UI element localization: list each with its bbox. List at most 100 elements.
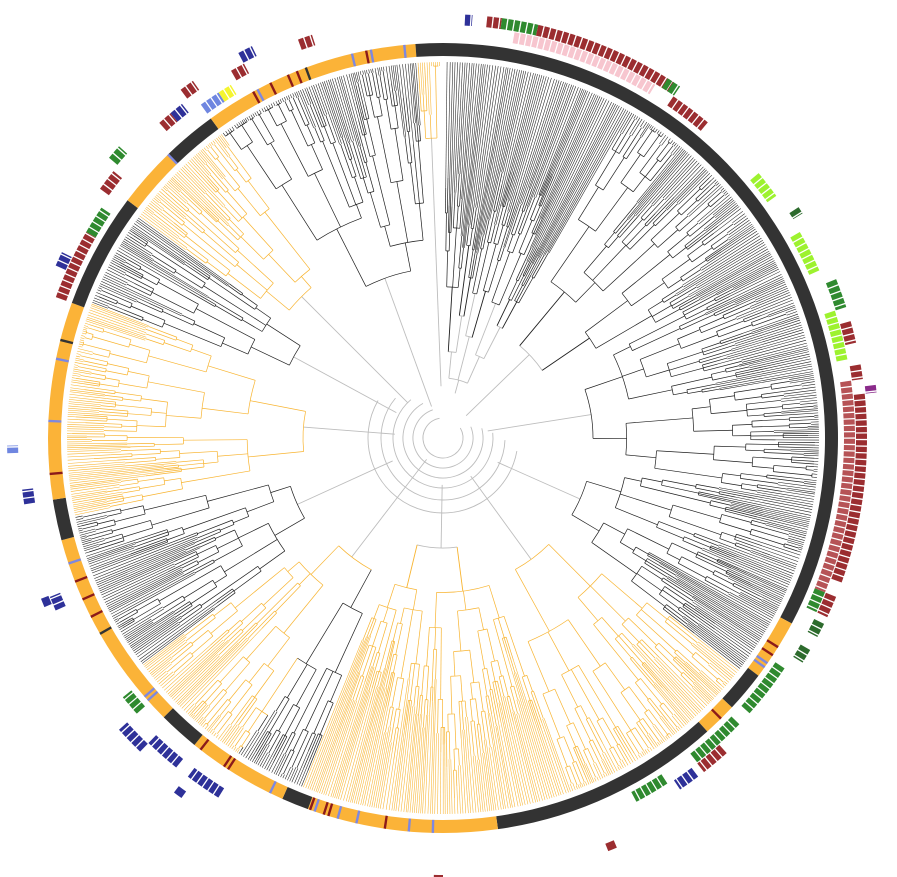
branch-stem (163, 342, 191, 353)
annotation-tick (840, 387, 853, 394)
branch-stem (100, 400, 116, 403)
branch-arc (691, 652, 696, 657)
branch-stem (561, 674, 579, 708)
branch-stem (181, 603, 201, 618)
tip-branch (495, 72, 534, 225)
tip-branch (164, 651, 208, 691)
tip-branch (521, 81, 564, 205)
branch-stem (264, 211, 311, 270)
branch-stem (540, 172, 551, 196)
branch-stem (517, 206, 529, 234)
annotation-tick (854, 472, 866, 479)
tip-branch (726, 334, 805, 358)
tip-branch (135, 221, 228, 287)
branch-stem (426, 627, 430, 667)
tip-branch (152, 662, 171, 678)
branch-stem (789, 419, 804, 422)
branch-stem (446, 250, 448, 287)
branch-arc (734, 542, 737, 546)
branch-stem (643, 135, 660, 158)
tip-branch (243, 731, 260, 757)
tip-branch (457, 765, 461, 814)
branch-stem (470, 249, 476, 278)
branch-stem (359, 644, 370, 673)
branch-stem (215, 529, 235, 539)
branch-stem (106, 398, 123, 401)
tip-branch (71, 379, 84, 383)
branch-stem (683, 604, 705, 620)
tip-branch (788, 535, 805, 541)
branch-stem (630, 730, 644, 751)
branch-stem (497, 618, 505, 638)
tip-branch (69, 466, 164, 478)
branch-stem (615, 727, 632, 754)
branch-stem (669, 360, 700, 371)
branch-stem (721, 514, 752, 523)
tip-branch (700, 260, 775, 301)
branch-stem (175, 271, 203, 289)
tip-branch (467, 716, 477, 813)
branch-stem (540, 176, 555, 207)
branch-stem (445, 212, 447, 251)
annotation-tick (682, 771, 693, 784)
tip-branch (362, 696, 387, 806)
tip-branch (513, 74, 541, 172)
branch-stem (283, 584, 324, 634)
tip-branch (112, 258, 120, 263)
tip-branch (462, 63, 480, 237)
annotation-tick (789, 207, 802, 218)
tip-branch (322, 81, 342, 139)
tip-branch (392, 65, 397, 91)
annotation-tick (806, 605, 818, 613)
tip-branch (80, 337, 85, 340)
branch-stem (158, 281, 199, 305)
tip-branch (373, 726, 390, 808)
tip-branch (110, 262, 118, 267)
branch-arc (182, 595, 186, 601)
tip-branch (372, 68, 374, 73)
tip-branch (348, 73, 357, 103)
branch-stem (377, 672, 382, 687)
annotation-tick (768, 667, 781, 678)
annotation-tick (61, 252, 72, 259)
branch-arc (720, 473, 723, 483)
branch-arc (508, 298, 512, 301)
annotation-tick (250, 46, 257, 57)
tip-branch (207, 144, 211, 148)
annotation-tick (855, 453, 867, 459)
branch-arc (113, 519, 116, 525)
tip-branch (71, 490, 107, 497)
tip-branch (145, 208, 154, 215)
tip-branch (246, 117, 250, 121)
branch-stem (491, 689, 498, 717)
root-branch (351, 459, 427, 558)
branch-arc (751, 457, 754, 467)
branch-arc (522, 675, 528, 678)
branch-arc (490, 660, 498, 663)
annotation-tick (543, 39, 552, 52)
annotation-tick (793, 655, 804, 663)
branch-arc (693, 533, 696, 537)
branch-arc (531, 276, 535, 279)
tip-branch (67, 428, 104, 430)
tip-branch (110, 576, 183, 615)
annotation-tick (525, 34, 533, 47)
tip-branch (602, 742, 618, 772)
annotation-tick (672, 100, 683, 113)
branch-arc (682, 311, 687, 320)
tip-branch (675, 240, 763, 295)
tip-branch (628, 760, 631, 764)
branch-stem (695, 652, 710, 665)
branch-stem (246, 145, 277, 190)
tip-branch (686, 629, 739, 671)
branch-stem (655, 308, 681, 323)
branch-stem (206, 261, 227, 277)
branch-stem (533, 252, 549, 279)
tip-branch (67, 444, 128, 447)
branch-stem (501, 200, 509, 225)
annotation-tick (191, 80, 200, 91)
branch-stem (181, 560, 197, 569)
tip-branch (501, 70, 525, 172)
tip-branch (621, 113, 635, 134)
branch-stem (241, 319, 263, 332)
